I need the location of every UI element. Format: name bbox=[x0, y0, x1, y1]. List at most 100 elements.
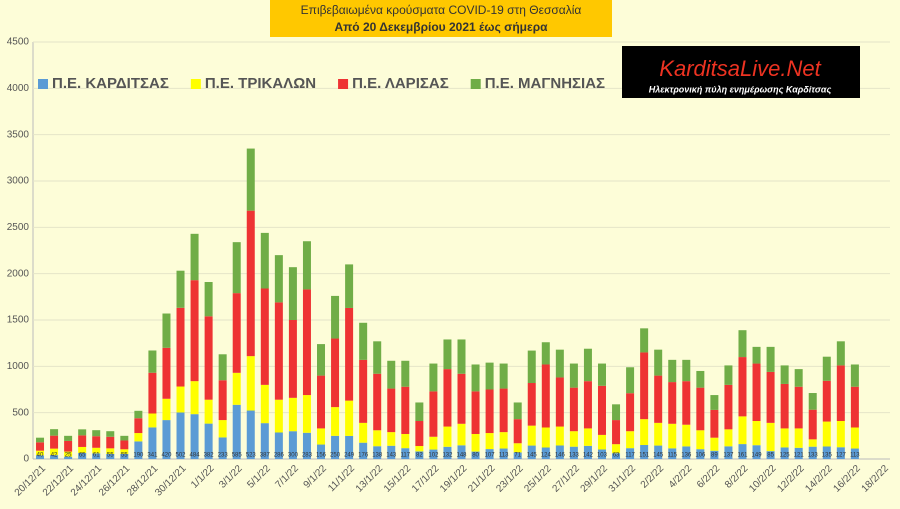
bar-segment bbox=[569, 431, 578, 447]
bar-segment bbox=[162, 398, 171, 421]
bar-segment bbox=[541, 427, 550, 448]
data-label: 585 bbox=[232, 453, 243, 459]
data-label: 42 bbox=[51, 453, 58, 459]
bar-segment bbox=[387, 388, 396, 433]
bar-segment bbox=[302, 289, 311, 396]
x-tick-label: 7/1/22 bbox=[273, 463, 301, 491]
bar-segment bbox=[50, 455, 59, 459]
bar-segment bbox=[429, 391, 438, 437]
bar-segment bbox=[724, 429, 733, 447]
bar-segment bbox=[499, 363, 508, 389]
data-label: 132 bbox=[442, 453, 453, 459]
bar-segment bbox=[288, 320, 297, 398]
bar-segment bbox=[626, 367, 635, 394]
bar-segment bbox=[682, 359, 691, 382]
bar-segment bbox=[429, 436, 438, 450]
bar-segment bbox=[485, 362, 494, 390]
bar-segment bbox=[443, 369, 452, 427]
bar-segment bbox=[415, 421, 424, 447]
bar-segment bbox=[302, 432, 311, 459]
data-label: 300 bbox=[288, 453, 299, 459]
bar-segment bbox=[387, 445, 396, 459]
x-tick-label: 27/1/22 bbox=[551, 463, 583, 495]
bar-segment bbox=[499, 448, 508, 459]
y-tick-label: 3500 bbox=[7, 129, 30, 140]
bar-segment bbox=[78, 446, 87, 453]
bar-segment bbox=[204, 316, 213, 400]
x-tick-label: 15/1/22 bbox=[382, 463, 414, 495]
bar-segment bbox=[106, 431, 115, 437]
bar-segment bbox=[808, 446, 817, 459]
bar-segment bbox=[541, 364, 550, 428]
bar-segment bbox=[260, 423, 269, 459]
bar-segment bbox=[218, 380, 227, 421]
bar-segment bbox=[120, 453, 129, 459]
bar-segment bbox=[766, 346, 775, 372]
x-tick-label: 16/2/22 bbox=[831, 463, 863, 495]
bar-segment bbox=[176, 270, 185, 308]
bar-segment bbox=[401, 386, 410, 434]
data-label: 176 bbox=[358, 453, 369, 459]
bar-segment bbox=[218, 437, 227, 459]
bar-segment bbox=[752, 445, 761, 459]
bar-segment bbox=[134, 410, 143, 419]
legend-label: Π.Ε. ΜΑΓΝΗΣΙΑΣ bbox=[485, 75, 605, 92]
data-label: 82 bbox=[416, 453, 423, 459]
bar-segment bbox=[148, 350, 157, 373]
bar-segment bbox=[836, 447, 845, 459]
bar-segment bbox=[274, 255, 283, 303]
x-tick-label: 11/1/22 bbox=[326, 463, 357, 494]
bar-segment bbox=[780, 383, 789, 429]
y-tick-label: 1000 bbox=[7, 361, 30, 372]
chart-subtitle: Από 20 Δεκεμβρίου 2021 έως σήμερα bbox=[334, 20, 548, 34]
bar-segment bbox=[471, 391, 480, 434]
bar-segment bbox=[50, 448, 59, 456]
bar-segment bbox=[583, 428, 592, 446]
data-label: 133 bbox=[569, 453, 580, 459]
bar-segment bbox=[78, 429, 87, 436]
bar-segment bbox=[120, 435, 129, 441]
bar-segment bbox=[443, 446, 452, 459]
data-label: 484 bbox=[190, 453, 201, 459]
bar-segment bbox=[822, 446, 831, 459]
bar-segment bbox=[654, 445, 663, 459]
bar-segment bbox=[527, 445, 536, 459]
legend-label: Π.Ε. ΛΑΡΙΣΑΣ bbox=[352, 75, 449, 92]
bar-segment bbox=[64, 440, 73, 452]
bar-segment bbox=[204, 423, 213, 459]
bar-segment bbox=[246, 356, 255, 411]
bar-segment bbox=[499, 388, 508, 433]
bar-segment bbox=[331, 435, 340, 459]
x-tick-label: 25/1/22 bbox=[522, 463, 554, 495]
bar-segment bbox=[640, 419, 649, 446]
bar-segment bbox=[429, 363, 438, 392]
logo-box bbox=[622, 46, 860, 98]
data-label: 341 bbox=[147, 453, 158, 459]
bar-segment bbox=[274, 302, 283, 400]
bar-segment bbox=[92, 436, 101, 448]
bar-segment bbox=[387, 360, 396, 389]
bar-segment bbox=[373, 430, 382, 447]
bar-segment bbox=[373, 373, 382, 431]
title-box bbox=[270, 0, 612, 37]
bar-segment bbox=[457, 339, 466, 374]
bar-segment bbox=[612, 444, 621, 454]
bar-segment bbox=[64, 456, 73, 459]
data-label: 65 bbox=[79, 453, 86, 459]
bar-segment bbox=[190, 381, 199, 415]
bar-segment bbox=[850, 448, 859, 459]
bar-segment bbox=[640, 328, 649, 353]
bar-segment bbox=[668, 382, 677, 424]
bar-segment bbox=[134, 433, 143, 442]
data-label: 102 bbox=[428, 453, 439, 459]
bar-segment bbox=[626, 431, 635, 449]
x-tick-label: 19/1/22 bbox=[438, 463, 470, 495]
bar-segment bbox=[134, 418, 143, 434]
bar-segment bbox=[134, 441, 143, 459]
x-tick-label: 21/1/22 bbox=[466, 463, 498, 495]
bar-segment bbox=[176, 386, 185, 413]
bar-segment bbox=[162, 347, 171, 399]
bar-segment bbox=[808, 439, 817, 447]
data-label: 55 bbox=[107, 453, 114, 459]
